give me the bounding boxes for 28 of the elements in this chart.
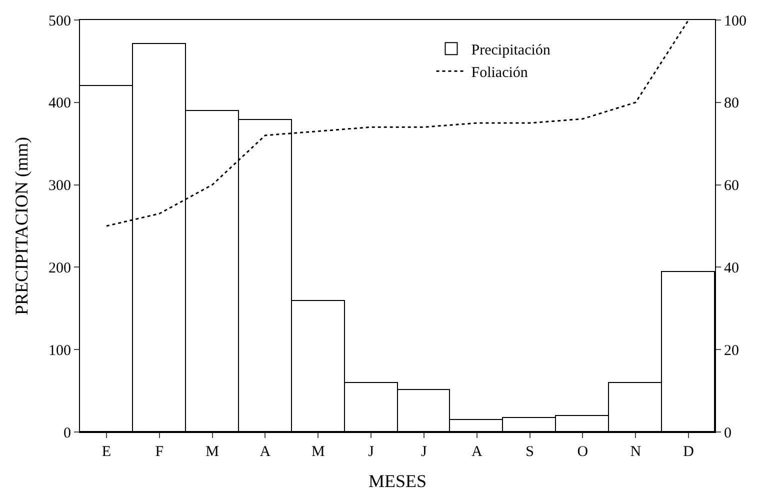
legend-label: Precipitación	[471, 42, 551, 58]
y-tick-label: 300	[48, 178, 71, 194]
x-tick-label: A	[260, 444, 271, 460]
x-tick-label: J	[368, 444, 374, 460]
x-tick-label: N	[630, 444, 642, 460]
x-tick-label: M	[311, 444, 325, 460]
y2-tick-label: 60	[724, 178, 739, 194]
y-axis-title: PRECIPITACION (mm)	[12, 136, 32, 316]
x-tick-label: O	[577, 444, 588, 460]
legend-label: Foliación	[471, 64, 528, 81]
y-tick-label: 100	[48, 342, 71, 359]
x-tick-label: E	[102, 444, 112, 460]
x-axis-title: MESES	[368, 471, 427, 492]
y-tick-label: 200	[48, 260, 71, 276]
x-tick-label: D	[683, 444, 694, 460]
y2-tick-label: 80	[724, 96, 739, 112]
y-tick-label: 500	[48, 13, 71, 30]
y2-tick-label: 0	[724, 425, 732, 442]
y2-tick-label: 100	[724, 13, 746, 30]
y-tick-label: 400	[48, 96, 71, 112]
y2-tick-label: 40	[724, 260, 739, 276]
x-tick-label: M	[206, 444, 219, 460]
x-tick-label: F	[155, 444, 164, 460]
y2-tick-label: 20	[724, 342, 739, 359]
x-tick-label: A	[471, 444, 482, 460]
y-tick-label: 0	[64, 425, 71, 442]
x-tick-label: S	[526, 444, 534, 460]
x-tick-label: J	[421, 444, 428, 460]
